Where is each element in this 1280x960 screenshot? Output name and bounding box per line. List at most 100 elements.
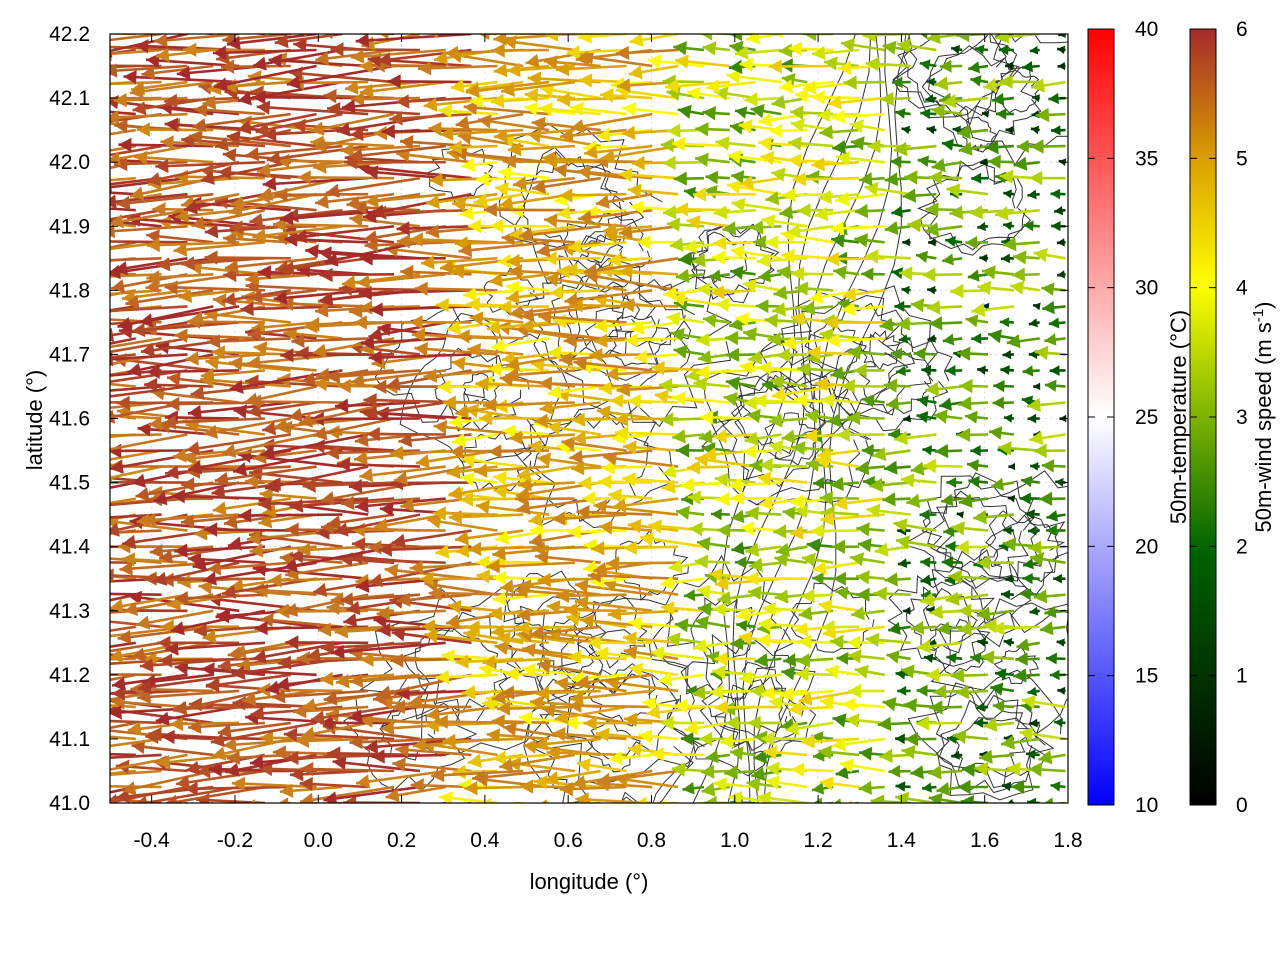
wind-vector-head bbox=[830, 221, 845, 236]
wind-vector-head bbox=[214, 137, 229, 151]
wind-vector-head bbox=[975, 702, 985, 712]
wind-vector-head bbox=[1055, 477, 1064, 487]
wind-vector-shaft bbox=[110, 673, 137, 682]
wind-vector-head bbox=[999, 169, 1014, 184]
wind-vector-head bbox=[410, 778, 424, 793]
wind-vector-shaft bbox=[221, 433, 317, 455]
wind-vector-head bbox=[311, 710, 325, 725]
wind-vector-head bbox=[880, 91, 894, 106]
wind-vector-head bbox=[313, 582, 328, 597]
wind-vector-head bbox=[884, 460, 898, 475]
wind-vector-head bbox=[323, 691, 338, 706]
wind-vector-shaft bbox=[325, 449, 420, 455]
wind-vector-head bbox=[110, 194, 117, 209]
wind-vector-shaft bbox=[326, 369, 420, 379]
wind-vector-head bbox=[247, 355, 261, 370]
wind-vector-head bbox=[731, 541, 745, 555]
wind-vector-head bbox=[455, 654, 469, 669]
wind-vector-shaft bbox=[355, 769, 446, 785]
wind-vector-head bbox=[596, 127, 611, 143]
wind-vector-head bbox=[124, 601, 139, 616]
wind-vector-head bbox=[198, 80, 213, 95]
wind-vector-head bbox=[753, 393, 767, 408]
wind-vector-head bbox=[841, 301, 856, 316]
wind-vector-head bbox=[448, 414, 463, 429]
wind-vector-head bbox=[713, 429, 727, 444]
wind-vector-head bbox=[396, 234, 410, 249]
wind-vector-shaft bbox=[350, 369, 446, 384]
wind-vector-head bbox=[654, 389, 669, 404]
wind-vector-shaft bbox=[146, 369, 240, 374]
wind-vector-shaft bbox=[131, 321, 240, 333]
wind-vector-shaft bbox=[564, 289, 653, 303]
wind-vector-head bbox=[792, 172, 806, 187]
wind-vector-head bbox=[334, 624, 349, 639]
wind-vector-head bbox=[204, 522, 218, 537]
wind-vector-shaft bbox=[341, 497, 420, 506]
wind-vector-head bbox=[116, 195, 131, 211]
wind-vector-head bbox=[168, 210, 182, 225]
wind-vector-head bbox=[804, 428, 818, 444]
wind-vector-shaft bbox=[336, 462, 420, 468]
wind-vector-head bbox=[675, 54, 689, 69]
wind-vector-head bbox=[817, 447, 832, 462]
wind-vector-head bbox=[675, 202, 689, 217]
wind-vector-head bbox=[697, 282, 711, 297]
wind-vector-head bbox=[320, 671, 334, 686]
wind-vector-head bbox=[381, 124, 395, 139]
wind-vector-head bbox=[425, 718, 439, 733]
wind-vector-head bbox=[165, 794, 178, 803]
wind-vector-head bbox=[97, 428, 110, 442]
terrain-contour-line bbox=[359, 582, 554, 757]
wind-vector-head bbox=[1057, 45, 1066, 54]
wind-vector-head bbox=[790, 494, 805, 509]
wind-vector-shaft bbox=[365, 192, 446, 204]
wind-vector-head bbox=[472, 770, 486, 785]
wind-vector-shaft bbox=[378, 545, 472, 552]
wind-vector-shaft bbox=[544, 276, 627, 292]
wind-vector-head bbox=[687, 490, 701, 505]
wind-vector-shaft bbox=[110, 48, 162, 56]
wind-vector-head bbox=[117, 317, 132, 331]
wind-vector-head bbox=[945, 540, 956, 552]
wind-vector-head bbox=[833, 265, 847, 280]
wind-vector-head bbox=[1054, 206, 1064, 216]
wind-vector-head bbox=[36, 169, 49, 183]
wind-vector-head bbox=[1002, 537, 1017, 552]
terrain-contour-line bbox=[835, 333, 953, 432]
wind-vector-head bbox=[570, 690, 584, 706]
wind-vector-shaft bbox=[349, 673, 446, 684]
wind-vector-head bbox=[247, 326, 262, 341]
wind-vector-head bbox=[463, 287, 477, 302]
wind-vector-head bbox=[856, 570, 870, 585]
wind-vector-shaft bbox=[110, 498, 111, 500]
wind-vector-head bbox=[544, 213, 558, 228]
wind-vector-head bbox=[1022, 61, 1033, 73]
wind-vector-shaft bbox=[260, 433, 369, 457]
y-tick-label: 42.0 bbox=[49, 151, 90, 174]
wind-vector-head bbox=[576, 505, 590, 520]
wind-vector-head bbox=[131, 473, 146, 488]
wind-vector-head bbox=[867, 139, 881, 154]
wind-vector-shaft bbox=[180, 801, 188, 803]
wind-vector-head bbox=[360, 83, 374, 99]
wind-vector-head bbox=[765, 775, 780, 790]
wind-vector-shaft bbox=[561, 801, 575, 803]
wind-vector-head bbox=[739, 57, 753, 72]
wind-vector-head bbox=[34, 327, 47, 341]
wind-vector-head bbox=[727, 149, 742, 164]
wind-vector-head bbox=[489, 273, 503, 288]
wind-vector-head bbox=[743, 444, 757, 459]
wind-vector-shaft bbox=[184, 785, 291, 791]
wind-vector-head bbox=[355, 34, 370, 48]
wind-vector-shaft bbox=[350, 48, 446, 59]
wind-vector-head bbox=[601, 149, 616, 164]
x-tick-label: 0.4 bbox=[470, 829, 500, 852]
wind-vector-head bbox=[469, 93, 483, 108]
wind-vector-head bbox=[160, 619, 174, 634]
wind-vector-head bbox=[926, 668, 940, 683]
wind-vector-shaft bbox=[256, 160, 343, 173]
wind-vector-head bbox=[575, 50, 590, 66]
wind-vector-head bbox=[222, 443, 237, 458]
wind-vector-head bbox=[578, 210, 592, 225]
